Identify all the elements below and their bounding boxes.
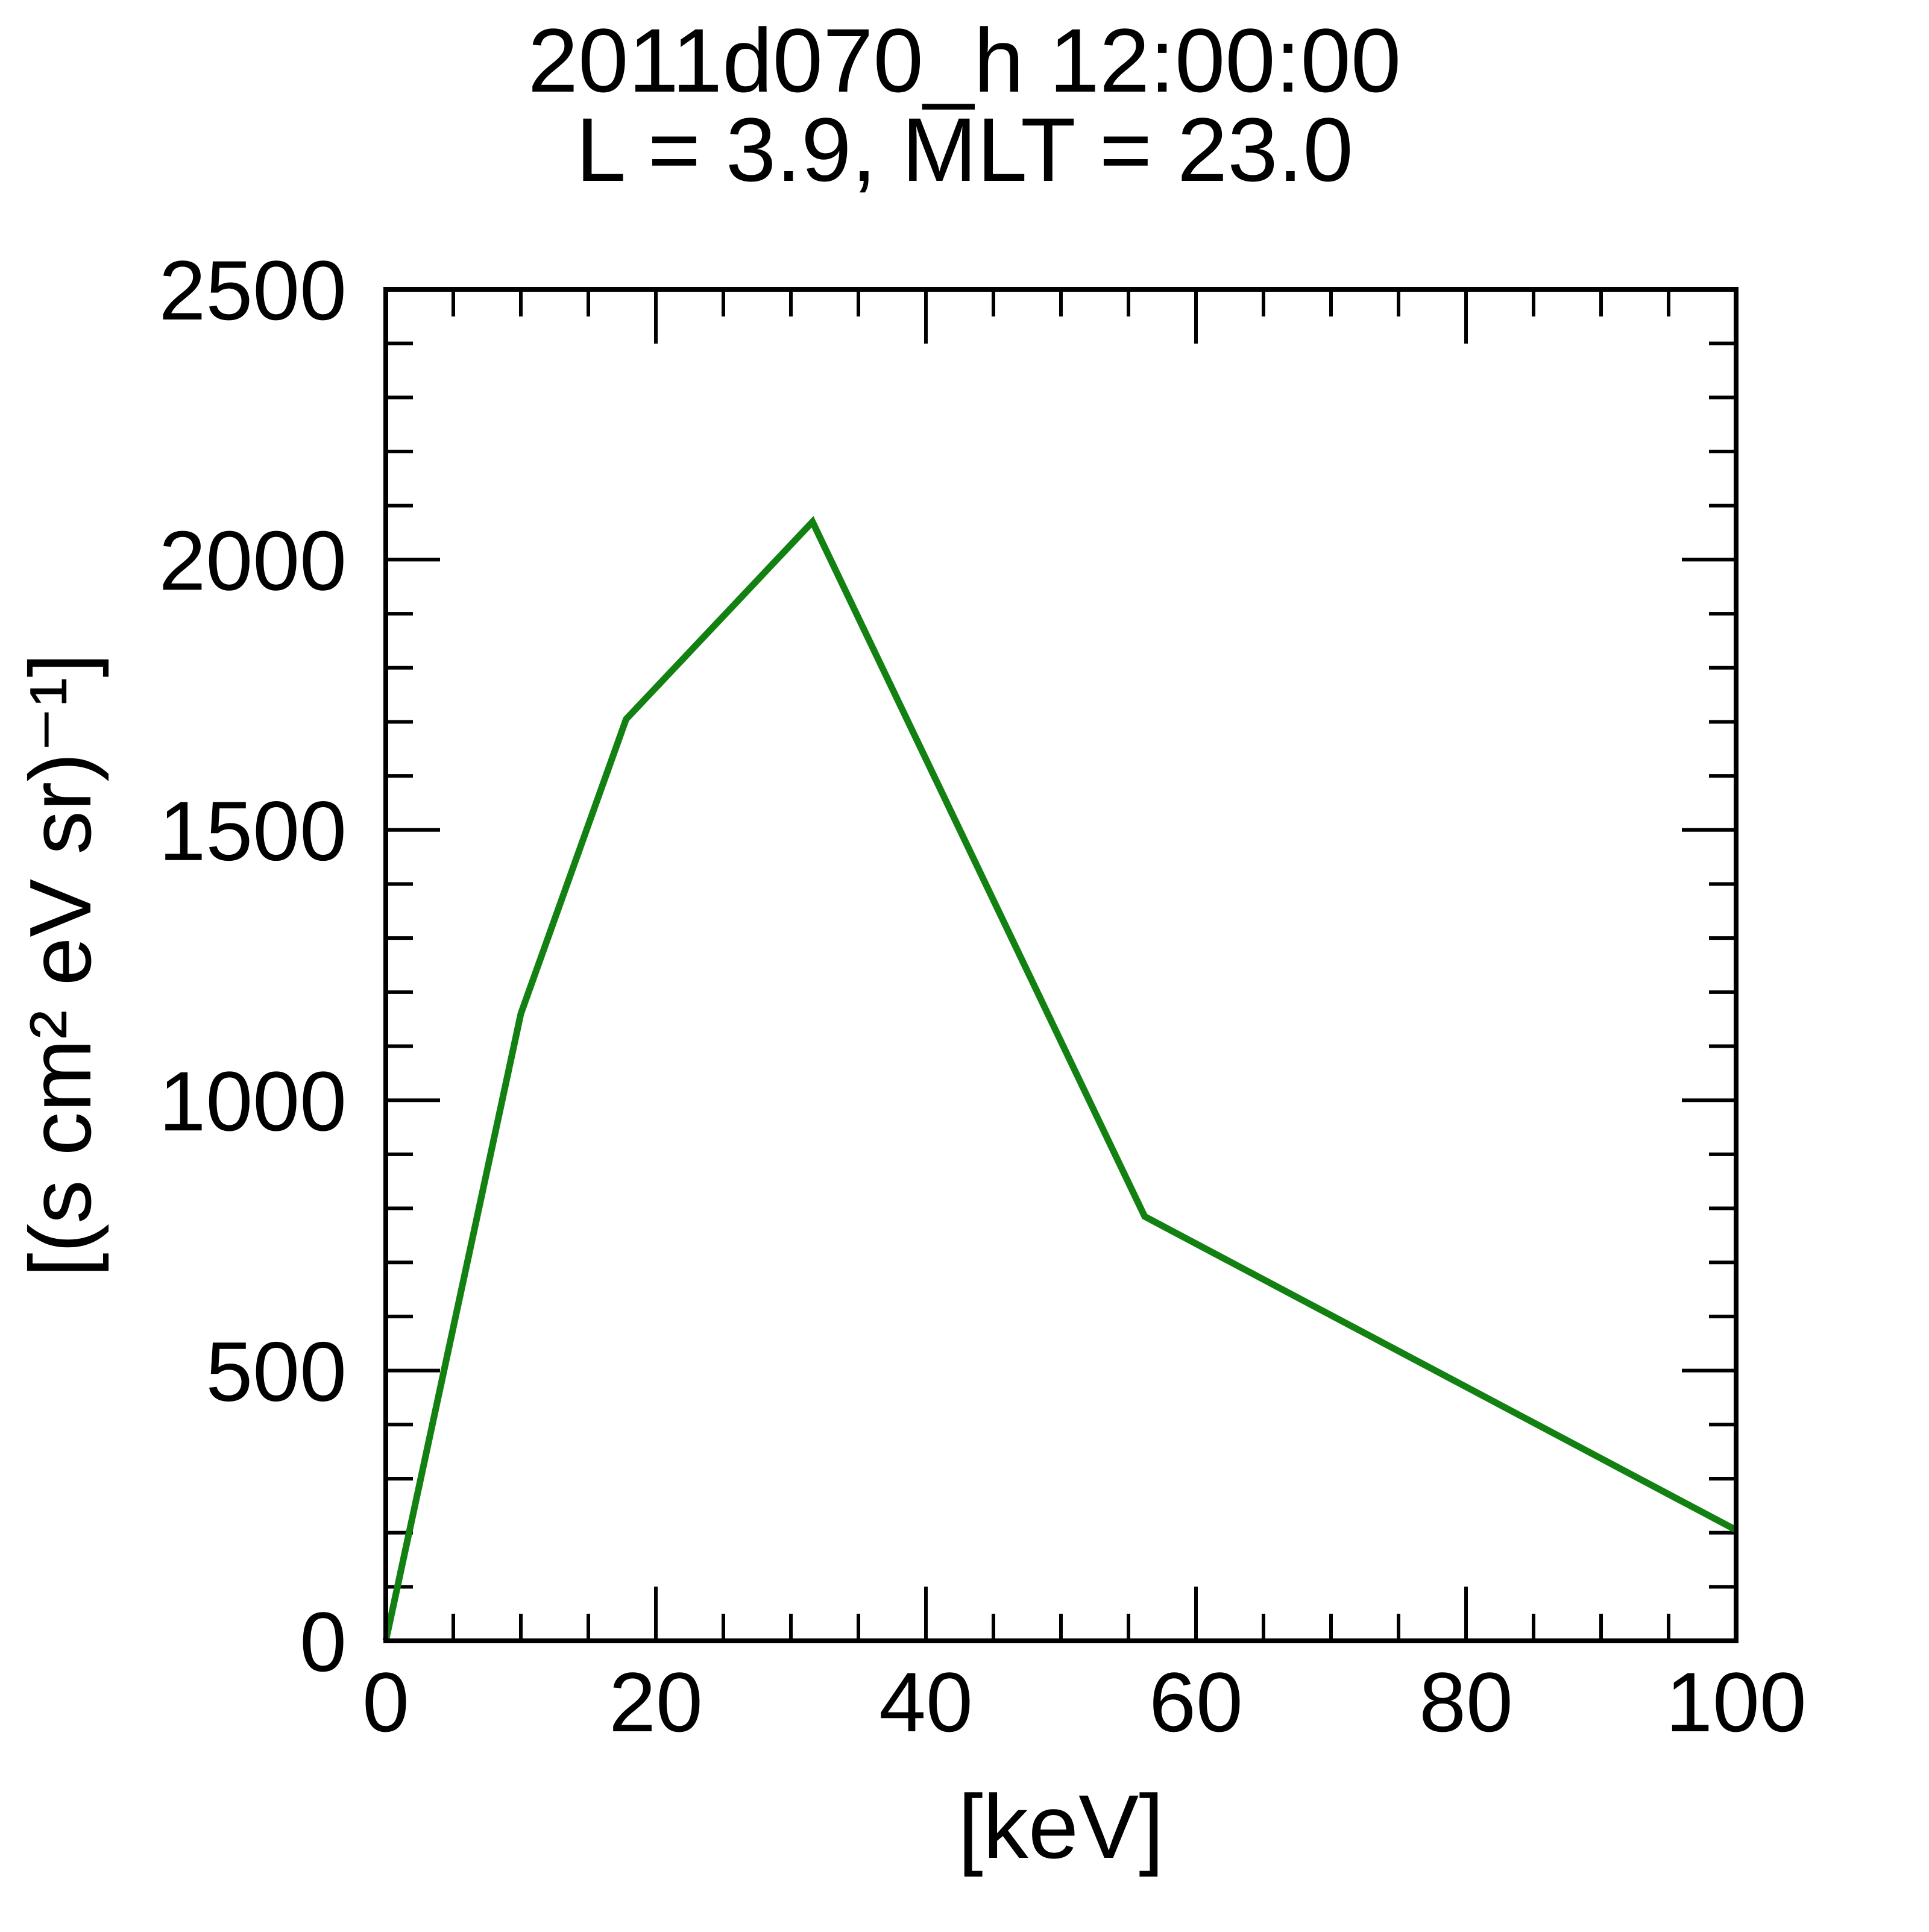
plot-title-line1: 2011d070_h 12:00:00 [528, 10, 1402, 111]
x-tick-label: 40 [879, 1655, 973, 1749]
plot-frame [383, 287, 1739, 1643]
x-tick-label: 60 [1149, 1655, 1243, 1749]
data-series-layer [382, 516, 1738, 1642]
plot-title-line2: L = 3.9, MLT = 23.0 [576, 99, 1353, 200]
y-tick-label: 0 [300, 1594, 347, 1689]
x-tick-label: 0 [362, 1655, 409, 1749]
x-tick-label: 20 [609, 1655, 703, 1749]
y-tick-label: 2000 [159, 513, 347, 608]
x-tick-label: 100 [1666, 1655, 1807, 1749]
x-axis-label: [keV] [958, 1776, 1164, 1877]
y-tick-label: 1000 [159, 1054, 347, 1148]
x-tick-label: 80 [1419, 1655, 1513, 1749]
y-tick-label: 500 [206, 1324, 347, 1419]
y-tick-label: 2500 [159, 243, 347, 338]
flux-spectrum-line [382, 516, 1738, 1642]
y-tick-label: 1500 [159, 784, 347, 878]
y-axis-label: [(s cm² eV sr)⁻¹] [11, 653, 109, 1277]
axis-ticks-layer [386, 289, 1736, 1641]
